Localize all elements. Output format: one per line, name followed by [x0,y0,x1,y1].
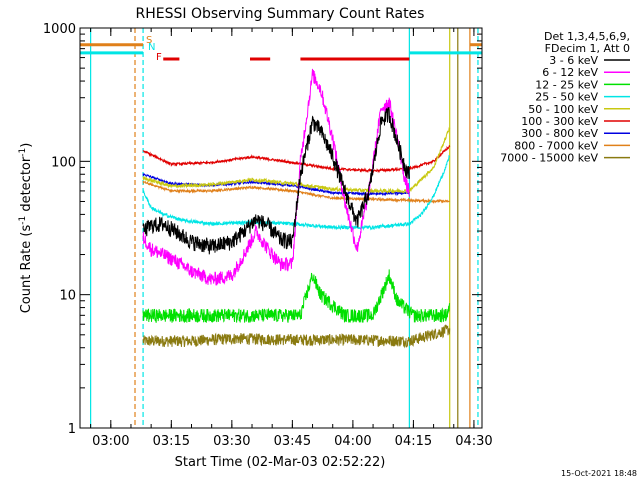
legend-header: FDecim 1, Att 0 [545,42,630,55]
x-tick-label: 03:15 [153,434,190,449]
x-tick-label: 04:30 [455,434,492,449]
series-line [142,127,451,195]
series-line [142,106,410,255]
legend-entry-label: 50 - 100 keV [528,103,598,116]
y-axis-label-part: detector [19,156,34,216]
legend: Det 1,3,4,5,6,9,FDecim 1, Att 03 - 6 keV… [500,30,630,165]
y-axis-label-part: Count Rate (s [19,225,34,314]
x-tick-label: 04:00 [334,434,371,449]
x-tick-label: 03:00 [92,434,129,449]
plot-area: SNF [80,28,482,428]
flag-label: F [156,52,162,63]
legend-entry-label: 25 - 50 keV [535,91,598,104]
y-axis-label-sup: -1 [18,216,28,225]
series-line [142,145,451,174]
x-axis: 03:00 03:15 03:30 03:45 04:00 04:15 04:30 [90,28,493,449]
plot-frame [79,27,483,429]
flag-label: N [148,42,155,53]
y-tick-label: 10 [59,289,76,304]
x-tick-label: 03:45 [274,434,311,449]
legend-entry-label: 300 - 800 keV [521,127,598,140]
legend-entry-label: 6 - 12 keV [542,66,598,79]
legend-entry-label: 3 - 6 keV [549,54,598,67]
legend-header: Det 1,3,4,5,6,9, [544,30,630,43]
y-tick-label: 1 [68,422,76,437]
series-line [142,269,451,324]
chart-title: RHESSI Observing Summary Count Rates [136,6,425,22]
x-tick-label: 03:30 [213,434,250,449]
series-line [142,324,451,349]
y-tick-label: 100 [51,155,76,170]
y-axis-label-part: ) [19,143,34,148]
plot-content [80,28,482,428]
flag-label: S [146,35,152,46]
series-line [142,68,410,286]
x-tick-label: 04:15 [395,434,432,449]
legend-entry-label: 100 - 300 keV [521,115,598,128]
legend-entry-label: 12 - 25 keV [535,78,598,91]
y-tick-label: 1000 [43,22,76,37]
y-axis-label: Count Rate (s-1 detector-1) [18,143,34,314]
series-line [142,154,451,231]
series-line [142,180,451,205]
y-axis-label-sup: -1 [18,148,28,157]
legend-entry-label: 7000 - 15000 keV [500,152,598,165]
legend-entry-label: 800 - 7000 keV [514,139,598,152]
footer-timestamp: 15-Oct-2021 18:48 [561,469,637,478]
y-axis: 1 10 100 1000 [43,22,482,437]
x-axis-label: Start Time (02-Mar-03 02:52:22) [175,455,386,470]
